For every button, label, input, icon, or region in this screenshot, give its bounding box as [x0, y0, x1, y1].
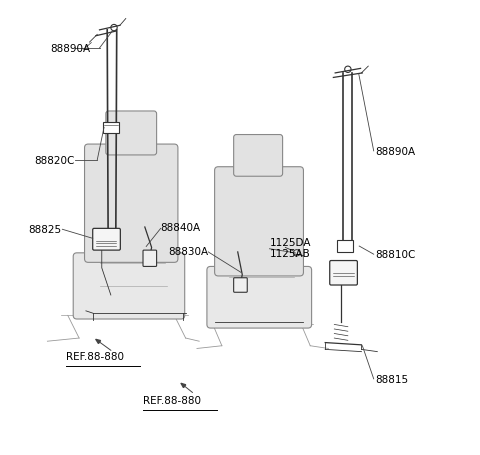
Text: 88890A: 88890A — [50, 44, 90, 54]
FancyBboxPatch shape — [73, 253, 185, 319]
Text: REF.88-880: REF.88-880 — [65, 351, 123, 361]
FancyBboxPatch shape — [234, 278, 247, 293]
FancyBboxPatch shape — [330, 261, 358, 285]
Text: 88830A: 88830A — [168, 247, 208, 257]
Polygon shape — [96, 339, 101, 344]
Text: 88820C: 88820C — [34, 156, 74, 166]
Text: REF.88-880: REF.88-880 — [143, 395, 201, 405]
FancyBboxPatch shape — [106, 112, 156, 156]
Text: 88815: 88815 — [375, 374, 408, 384]
Text: 88810C: 88810C — [375, 250, 415, 260]
Text: 88890A: 88890A — [375, 147, 415, 157]
Text: 88840A: 88840A — [161, 222, 201, 233]
FancyBboxPatch shape — [207, 267, 312, 329]
FancyBboxPatch shape — [93, 229, 120, 251]
FancyBboxPatch shape — [215, 167, 303, 276]
FancyBboxPatch shape — [143, 251, 156, 267]
Text: 88825: 88825 — [28, 225, 61, 235]
FancyBboxPatch shape — [84, 145, 178, 263]
FancyBboxPatch shape — [103, 123, 120, 134]
Polygon shape — [181, 384, 186, 388]
FancyBboxPatch shape — [234, 135, 283, 177]
Text: 1125DA
1125AB: 1125DA 1125AB — [269, 237, 311, 258]
FancyBboxPatch shape — [337, 241, 353, 253]
